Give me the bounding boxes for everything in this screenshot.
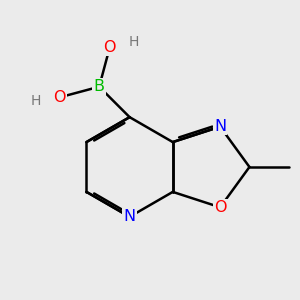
Text: H: H [129, 35, 140, 49]
Text: O: O [103, 40, 116, 55]
Text: N: N [124, 209, 136, 224]
Text: N: N [214, 119, 226, 134]
Text: B: B [94, 79, 105, 94]
Text: O: O [214, 200, 226, 215]
Text: O: O [54, 90, 66, 105]
Text: H: H [30, 94, 40, 108]
